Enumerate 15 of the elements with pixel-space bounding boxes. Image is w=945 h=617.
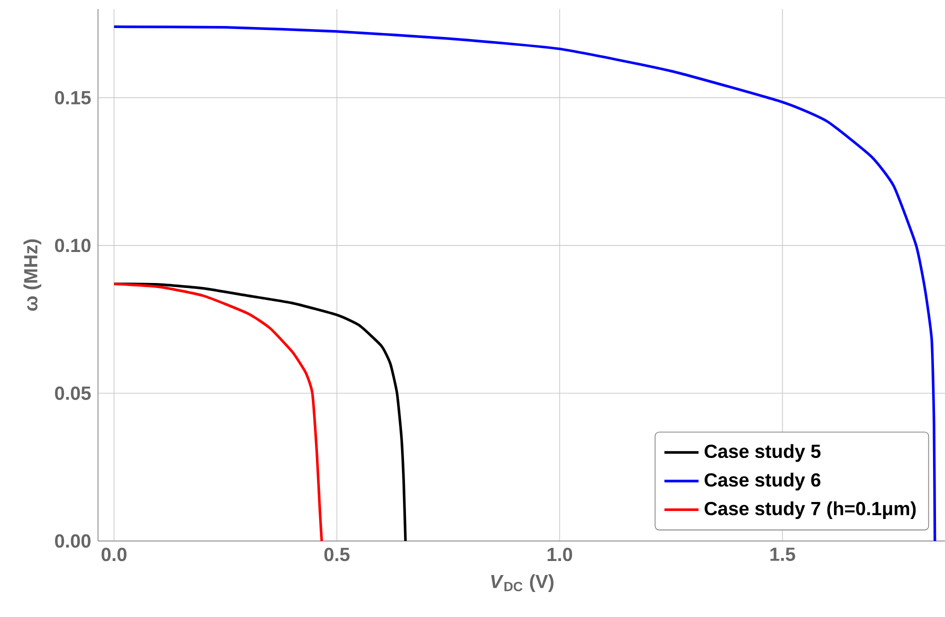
legend-label: Case study 6 bbox=[704, 472, 820, 490]
x-axis-title: V$_{DC}$ (V) bbox=[491, 574, 554, 592]
x-tick-label: 1.5 bbox=[770, 548, 796, 561]
y-tick-label: 0.05 bbox=[55, 386, 91, 400]
x-tick-label: 0.0 bbox=[102, 548, 126, 562]
y-tick-label: 0.15 bbox=[55, 90, 91, 104]
x-tick-label: 0.5 bbox=[324, 548, 350, 562]
legend-label: Case study 7 (h=0.1μm) bbox=[704, 501, 916, 520]
line-series bbox=[112, 282, 324, 542]
line-series bbox=[112, 25, 936, 542]
x-tick-label: 1.0 bbox=[548, 548, 572, 562]
y-axis-title: ω (MHz) bbox=[24, 239, 42, 311]
y-tick-label: 0.00 bbox=[55, 534, 90, 548]
y-tick-label: 0.10 bbox=[55, 238, 90, 252]
legend-label: Case study 5 bbox=[704, 444, 821, 462]
